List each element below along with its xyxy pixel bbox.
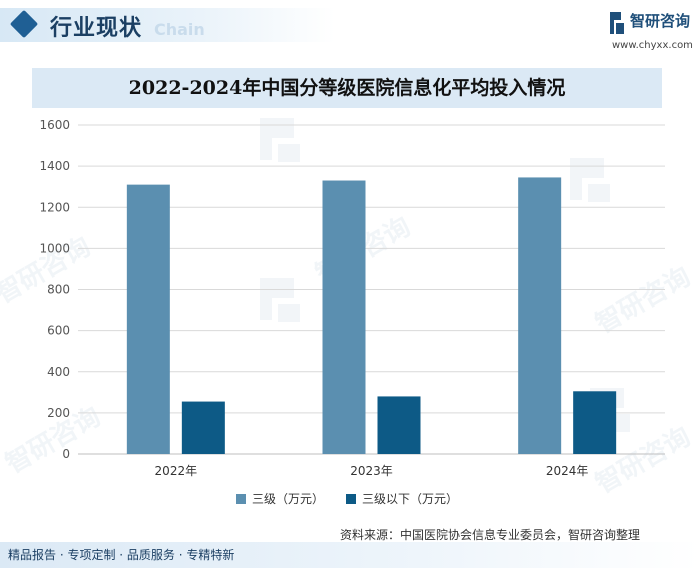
bar [181, 401, 225, 454]
y-tick-label: 1200 [39, 200, 70, 214]
y-tick-label: 1400 [39, 159, 70, 173]
bar-chart: 0 200 400 600 800 1000 1200 1400 1600 2022年 2023年 2… [39, 118, 665, 478]
y-tick-label: 1600 [39, 118, 70, 132]
footer-band: 精品报告 · 专项定制 · 品质服务 · 专精特新 [0, 542, 700, 568]
legend-swatch [236, 494, 246, 504]
chart-legend: 三级（万元） 三级以下（万元） [0, 490, 700, 510]
x-tick-label: 2023年 [350, 464, 393, 478]
legend-swatch [346, 494, 356, 504]
y-tick-label: 200 [47, 406, 70, 420]
chart-title: 2022-2024年中国分等级医院信息化平均投入情况 [128, 77, 566, 99]
ghost-word: Chain [154, 20, 205, 39]
chart-title-band: 2022-2024年中国分等级医院信息化平均投入情况 [32, 68, 662, 108]
y-tick-label: 400 [47, 365, 70, 379]
bar [322, 180, 366, 455]
y-tick-label: 800 [47, 283, 70, 297]
chyxx-logo-icon [610, 12, 624, 34]
logo-url: www.chyxx.com [612, 40, 693, 51]
y-tick-label: 1000 [39, 241, 70, 255]
bar [518, 177, 562, 454]
logo-name: 智研咨询 [630, 12, 691, 30]
y-tick-label: 600 [47, 324, 70, 338]
bar [377, 396, 421, 454]
bar [573, 391, 617, 454]
header: 行业现状 Chain 智研咨询 www.chyxx.com [0, 0, 700, 52]
footer-slogan: 精品报告 · 专项定制 · 品质服务 · 专精特新 [8, 548, 235, 562]
source-note: 资料来源：中国医院协会信息专业委员会，智研咨询整理 [340, 528, 641, 542]
x-tick-label: 2022年 [155, 464, 198, 478]
legend-label: 三级（万元） [252, 492, 325, 506]
y-tick-label: 0 [62, 447, 70, 461]
section-title: 行业现状 [50, 16, 143, 41]
bar [126, 184, 170, 454]
x-tick-label: 2024年 [546, 464, 589, 478]
header-band [0, 8, 335, 42]
legend-label: 三级以下（万元） [362, 492, 459, 506]
